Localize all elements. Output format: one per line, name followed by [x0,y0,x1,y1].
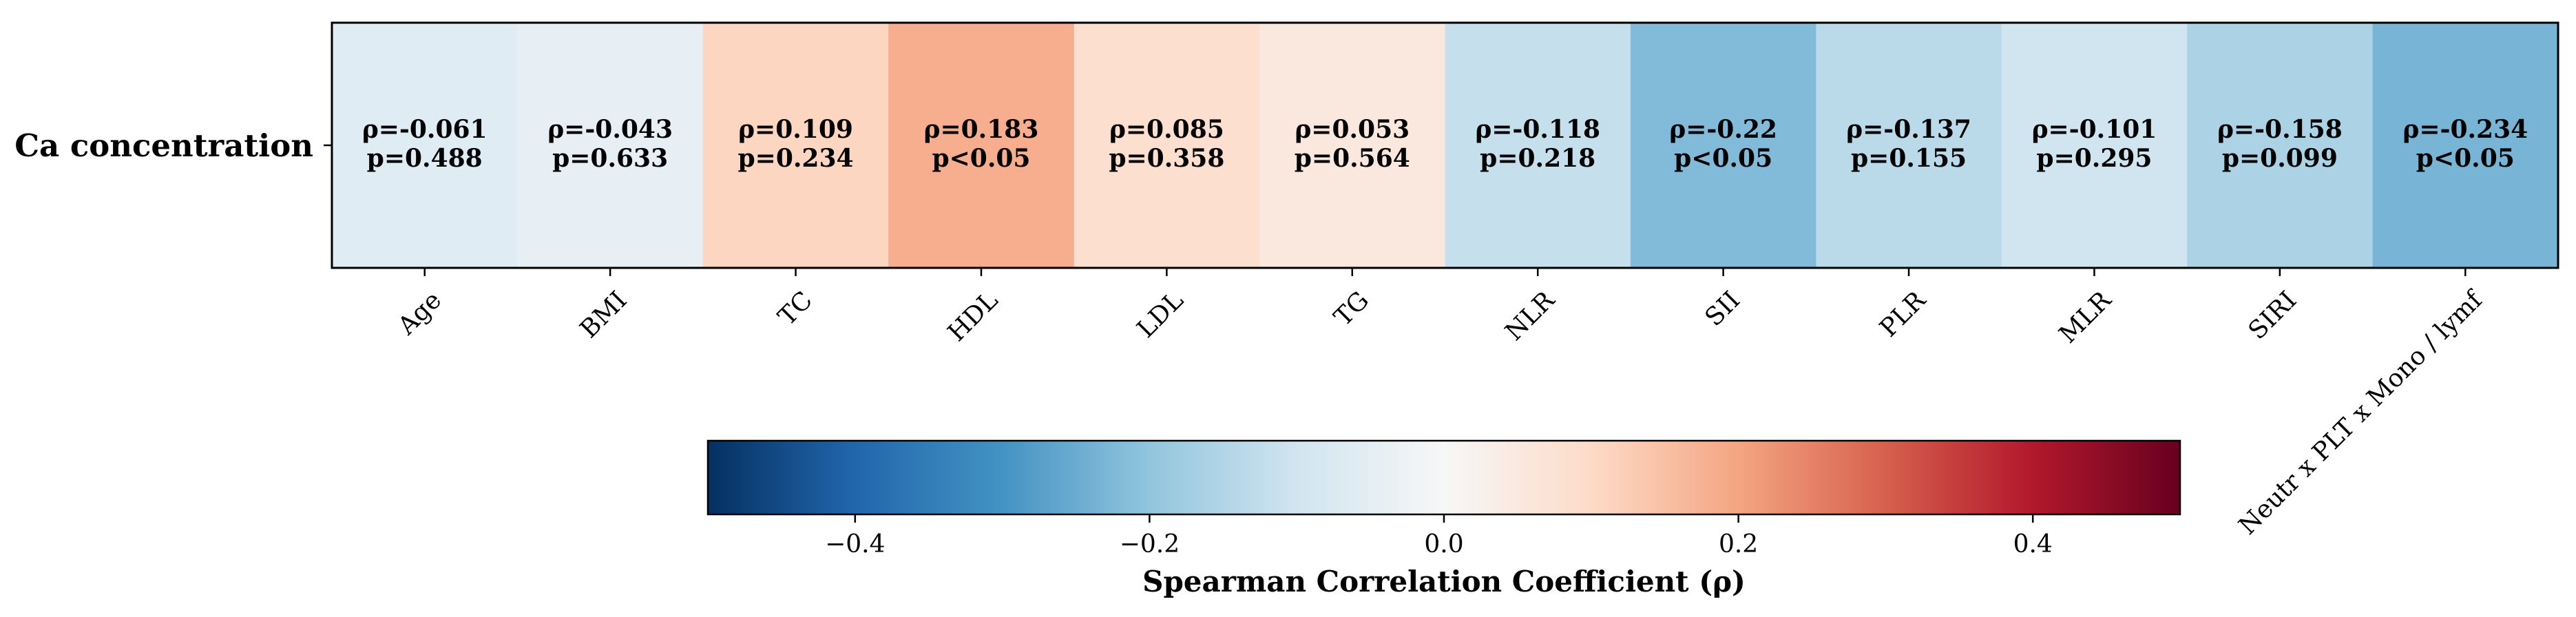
colorbar-gradient [706,439,2181,516]
cell-p-label: p=0.155 [1851,144,1967,173]
cell-rho-label: ρ=0.109 [738,115,853,144]
heatmap-cell [1259,23,1446,268]
colorbar-tick-label: −0.4 [825,530,885,558]
cell-rho-label: ρ=0.085 [1109,115,1224,144]
cell-rho-label: ρ=-0.158 [2217,115,2343,144]
cell-rho-label: ρ=-0.118 [1475,115,1600,144]
x-tick-label: BMI [575,286,633,344]
heatmap-cell [1630,23,1816,268]
cell-p-label: p=0.358 [1109,144,1224,173]
cell-p-label: p<0.05 [932,144,1030,173]
heatmap-cell [2001,23,2188,268]
cell-p-label: p<0.05 [2416,144,2515,173]
colorbar: −0.4 −0.2 0.0 0.2 0.4 Spearman Correlation C… [706,439,2181,598]
heatmap-cell [702,23,889,268]
x-tick-label: TG [1329,286,1374,331]
colorbar-tick-label: −0.2 [1120,530,1180,558]
heatmap-cell [332,23,519,268]
heatmap-cell [2187,23,2374,268]
x-tick-label: SIRI [2243,286,2303,345]
x-tick-label: SII [1700,286,1746,332]
cell-p-label: p=0.234 [738,144,854,173]
cell-rho-label: ρ=-0.061 [362,115,488,144]
cell-p-label: p=0.295 [2036,144,2152,173]
heatmap-cell [1445,23,1631,268]
cell-p-label: p=0.488 [367,144,483,173]
x-tick-label: MLR [2054,286,2117,349]
cell-rho-label: ρ=0.053 [1295,115,1410,144]
colorbar-ticks: −0.4 −0.2 0.0 0.2 0.4 [825,514,2053,558]
heatmap-cell [1816,23,2002,268]
cell-p-label: p=0.218 [1480,144,1595,173]
cell-rho-label: ρ=-0.234 [2402,115,2528,144]
heatmap-cell [2372,23,2559,268]
x-tick-label: Age [392,286,447,340]
x-tick-label: TC [773,286,818,331]
row-label: Ca concentration [14,127,313,164]
cell-p-label: p=0.633 [552,144,668,173]
colorbar-title: Spearman Correlation Coefficient (ρ) [1142,565,1746,598]
x-tick-label: PLR [1874,286,1931,343]
cell-rho-label: ρ=-0.101 [2032,115,2157,144]
colorbar-tick-label: 0.4 [2013,530,2053,558]
colorbar-tick-label: 0.0 [1424,530,1463,558]
cell-rho-label: ρ=-0.137 [1846,115,1971,144]
heatmap-cell [1074,23,1260,268]
heatmap-cell [517,23,704,268]
heatmap-cells [332,23,2559,268]
x-tick-label: LDL [1132,286,1189,343]
cell-rho-label: ρ=0.183 [924,115,1039,144]
cell-p-label: p=0.099 [2222,144,2338,173]
heatmap-cell [888,23,1075,268]
colorbar-tick-label: 0.2 [1719,530,1758,558]
cell-p-label: p<0.05 [1674,144,1772,173]
cell-rho-label: ρ=-0.22 [1669,115,1777,144]
cell-p-label: p=0.564 [1295,144,1410,173]
x-tick-label: HDL [943,286,1004,347]
cell-rho-label: ρ=-0.043 [547,115,673,144]
x-tick-label: NLR [1500,286,1560,346]
heatmap-cell-labels: ρ=-0.061p=0.488ρ=-0.043p=0.633ρ=0.109p=0… [362,115,2528,173]
